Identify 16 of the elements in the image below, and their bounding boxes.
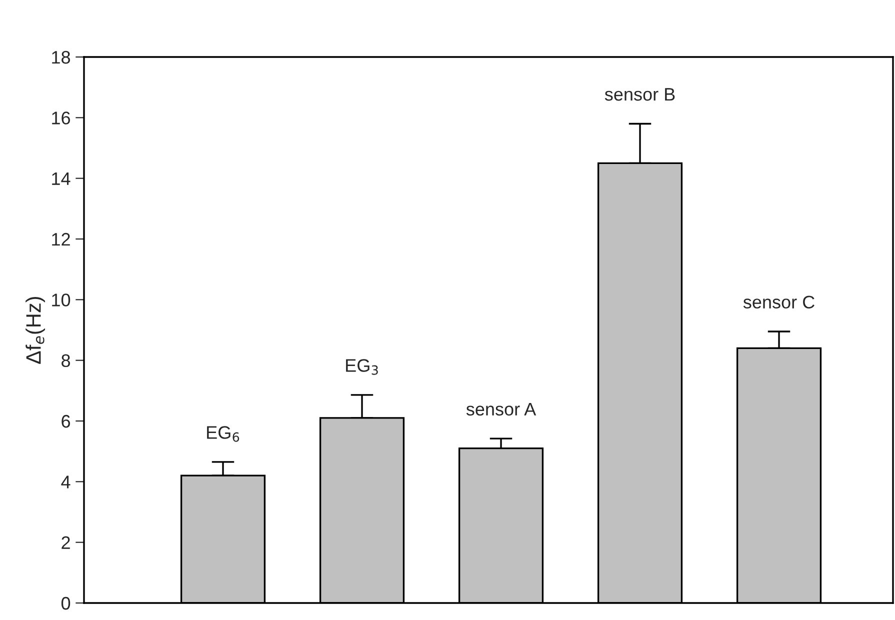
x-tick-label: sensor C — [743, 296, 814, 309]
y-tick-label: 6 — [62, 414, 70, 428]
x-tick-label: sensor B — [604, 88, 675, 101]
x-tick-label: sensor A — [466, 402, 536, 416]
y-tick-label: 2 — [62, 536, 70, 549]
y-tick-label: 18 — [52, 50, 70, 64]
y-tick-label: 0 — [61, 596, 70, 610]
y-tick-label: 4 — [61, 476, 70, 488]
y-axis-title: Δf$_{e}$(Hz) — [26, 296, 45, 364]
y-tick-label: 16 — [52, 112, 70, 124]
y-tick-label: 14 — [52, 172, 70, 185]
x-tick-label: EG$_{6}$ — [207, 426, 240, 442]
y-tick-label: 12 — [52, 232, 70, 246]
y-tick-label: 10 — [52, 294, 70, 306]
y-tick-label: 8 — [62, 354, 70, 368]
x-tick-label: EG$_{3}$ — [346, 359, 378, 375]
